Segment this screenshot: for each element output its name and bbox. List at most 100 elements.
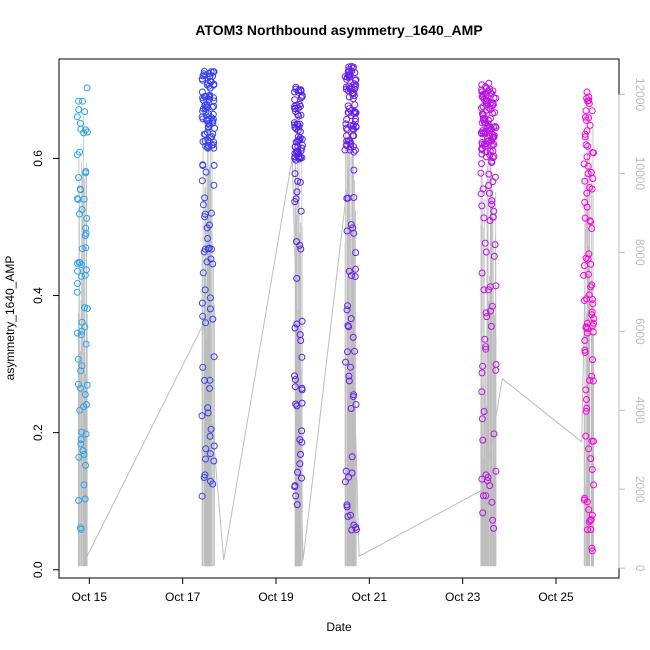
data-point <box>582 113 589 121</box>
data-point <box>209 119 217 127</box>
data-point <box>296 241 304 249</box>
data-point <box>478 160 486 168</box>
axes-layer: 0.0 0.2 0.4 0.6 0 2000 4000 6000 8000 10000 12000 O… <box>31 58 647 604</box>
data-point <box>201 245 209 253</box>
data-point <box>298 141 306 149</box>
data-point <box>205 82 213 90</box>
x-tick-label: Oct 23 <box>445 590 481 604</box>
data-point <box>78 318 86 326</box>
data-point <box>202 445 210 453</box>
x-tick-label: Oct 17 <box>165 590 201 604</box>
data-point <box>485 189 493 197</box>
data-point <box>588 466 596 473</box>
data-point <box>294 468 302 476</box>
data-point <box>298 427 306 435</box>
data-point <box>581 130 589 138</box>
data-point <box>297 245 305 253</box>
data-point <box>199 269 207 277</box>
data-point <box>209 260 217 268</box>
data-point <box>351 109 359 117</box>
data-point <box>206 432 214 440</box>
data-point <box>490 524 498 532</box>
data-point <box>350 121 357 129</box>
data-point <box>298 353 306 361</box>
data-point <box>485 170 493 178</box>
data-point <box>581 348 589 356</box>
data-point <box>82 126 90 134</box>
data-point <box>343 116 351 123</box>
data-point <box>352 401 360 408</box>
data-point <box>292 400 300 408</box>
data-point <box>479 436 487 444</box>
data-point <box>297 111 305 119</box>
data-point <box>296 460 304 468</box>
data-point <box>588 544 596 552</box>
y2-tick-label: 6000 <box>633 318 647 345</box>
data-point <box>76 406 84 414</box>
data-point <box>590 315 598 323</box>
data-point <box>492 282 500 290</box>
data-point <box>343 75 351 83</box>
data-point <box>583 404 591 412</box>
data-point <box>488 302 496 310</box>
data-point <box>583 329 591 337</box>
data-point <box>82 266 90 274</box>
data-point <box>584 255 592 263</box>
data-point <box>210 161 218 169</box>
data-point <box>347 315 355 323</box>
data-point <box>351 347 358 355</box>
data-point <box>478 415 486 423</box>
data-point <box>352 249 360 257</box>
data-point <box>75 497 83 504</box>
data-point <box>588 547 596 555</box>
data-point <box>83 128 91 136</box>
data-point <box>588 511 596 519</box>
data-point <box>584 142 592 150</box>
data-point <box>586 121 594 129</box>
data-point <box>489 123 497 131</box>
data-point <box>77 367 85 375</box>
data-point <box>297 154 304 162</box>
data-point <box>83 214 91 222</box>
data-point <box>585 93 593 101</box>
data-point <box>74 196 82 203</box>
data-point <box>482 140 490 148</box>
data-point <box>78 362 86 370</box>
data-point <box>352 265 359 273</box>
data-point <box>351 101 359 109</box>
data-point <box>585 445 593 453</box>
data-point <box>201 471 209 479</box>
data-point <box>478 269 486 277</box>
data-point <box>344 348 351 356</box>
data-point <box>206 221 213 229</box>
data-point <box>582 386 590 394</box>
data-point <box>210 442 218 450</box>
data-point <box>482 343 490 351</box>
data-point <box>198 177 206 185</box>
data-point <box>482 153 490 161</box>
data-point <box>350 166 358 174</box>
data-point <box>350 80 358 88</box>
data-point <box>582 432 590 440</box>
y-tick-label: 0.0 <box>31 561 45 578</box>
data-point <box>588 308 596 316</box>
data-point <box>82 461 89 469</box>
data-point <box>75 453 83 461</box>
data-point <box>488 498 496 506</box>
data-point <box>81 391 89 398</box>
data-point <box>583 153 591 161</box>
data-point <box>207 255 215 263</box>
data-point <box>583 396 590 403</box>
data-point <box>479 362 487 370</box>
data-point <box>483 313 491 321</box>
data-point <box>83 381 91 389</box>
data-point <box>78 261 85 268</box>
data-point <box>74 280 81 287</box>
data-point <box>480 95 488 103</box>
data-point <box>489 516 497 524</box>
data-point <box>74 259 81 267</box>
data-point <box>74 380 82 388</box>
data-point <box>209 141 217 149</box>
data-point <box>347 405 355 412</box>
